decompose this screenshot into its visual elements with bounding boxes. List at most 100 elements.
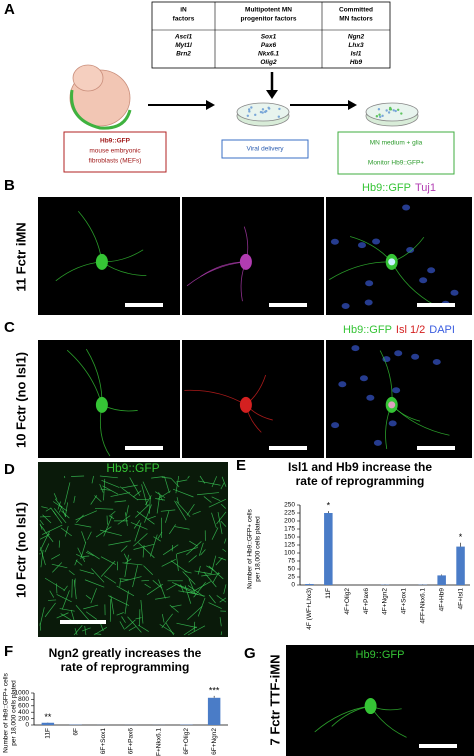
neurite bbox=[110, 510, 116, 516]
neurite bbox=[176, 501, 191, 517]
neurite bbox=[197, 565, 201, 575]
neurite bbox=[83, 604, 99, 610]
soma bbox=[364, 698, 377, 715]
y-axis-label: per 18,000 cells plated bbox=[255, 516, 262, 582]
x-tick-label: 6F+Sox1 bbox=[100, 728, 107, 755]
panel-letter: C bbox=[4, 319, 15, 336]
micrograph bbox=[182, 197, 324, 315]
neurite bbox=[52, 501, 68, 512]
bar bbox=[437, 575, 446, 585]
neurite bbox=[103, 515, 113, 537]
nucleus bbox=[394, 350, 403, 357]
neurite bbox=[155, 596, 171, 600]
chart-title: rate of reprogramming bbox=[61, 660, 190, 674]
neurite bbox=[51, 563, 68, 569]
neurite bbox=[86, 550, 100, 560]
neurite bbox=[73, 579, 77, 600]
bar bbox=[324, 513, 333, 585]
neurite bbox=[174, 500, 187, 521]
y-tick-label: 200 bbox=[18, 715, 29, 722]
y-tick-label: 25 bbox=[288, 574, 296, 581]
neurite bbox=[126, 505, 129, 516]
neurite bbox=[61, 590, 70, 610]
neurite bbox=[53, 508, 67, 524]
neurite bbox=[73, 495, 76, 504]
channel-name: Hb9::GFP bbox=[106, 461, 159, 475]
nucleus bbox=[402, 204, 411, 211]
neurite bbox=[53, 493, 58, 500]
neurite bbox=[114, 500, 127, 503]
micrograph bbox=[38, 340, 180, 458]
neurite bbox=[59, 608, 75, 612]
neurite bbox=[220, 631, 223, 636]
table-header: MN factors bbox=[339, 16, 373, 23]
neurite bbox=[93, 626, 108, 636]
embryo-gfp bbox=[70, 89, 132, 130]
micrograph bbox=[326, 197, 472, 315]
x-tick-label: 11F bbox=[45, 728, 52, 739]
neurite bbox=[138, 624, 149, 632]
neurite bbox=[39, 523, 43, 530]
cell-dot bbox=[378, 113, 381, 116]
neurite bbox=[187, 585, 204, 597]
nuclear-stain bbox=[388, 258, 396, 266]
cell-dot bbox=[277, 115, 281, 118]
neurite bbox=[42, 514, 52, 524]
neurite bbox=[108, 540, 131, 546]
cell-dot bbox=[278, 107, 281, 111]
neurite bbox=[164, 476, 170, 493]
neurite bbox=[124, 554, 129, 578]
nucleus bbox=[388, 420, 397, 427]
neurite bbox=[85, 594, 92, 600]
nucleus bbox=[331, 422, 340, 429]
neurite bbox=[119, 621, 125, 630]
neurite bbox=[74, 559, 78, 566]
y-tick-label: 0 bbox=[25, 722, 29, 729]
scale-bar bbox=[60, 620, 106, 624]
neurite bbox=[85, 551, 94, 556]
neurite bbox=[190, 581, 211, 594]
panel-letter: A bbox=[4, 1, 15, 18]
nucleus bbox=[330, 238, 339, 245]
cell-dot bbox=[263, 110, 267, 114]
neurite bbox=[121, 616, 126, 623]
scale-bar bbox=[269, 446, 307, 450]
neurite bbox=[99, 483, 104, 493]
arrow-head bbox=[266, 90, 278, 99]
cell-dot bbox=[387, 111, 391, 114]
neurite bbox=[208, 498, 227, 508]
embryo-head bbox=[72, 64, 104, 92]
neurite bbox=[76, 553, 86, 559]
micrograph bbox=[286, 645, 474, 756]
neurite bbox=[141, 484, 148, 507]
neurite bbox=[193, 621, 196, 632]
gene-name: Ngn2 bbox=[348, 34, 365, 41]
neurite bbox=[192, 510, 201, 515]
cell-dot bbox=[381, 114, 384, 118]
gene-name: Isl1 bbox=[351, 51, 362, 58]
neurite bbox=[176, 622, 198, 628]
scale-bar bbox=[417, 446, 455, 450]
gene-name: Olig2 bbox=[260, 59, 277, 66]
nucleus bbox=[366, 394, 375, 401]
y-tick-label: 250 bbox=[284, 502, 295, 509]
neurite bbox=[165, 622, 175, 636]
gene-name: Lhx3 bbox=[348, 42, 364, 49]
neurite bbox=[176, 547, 198, 555]
table-header: progenitor factors bbox=[241, 16, 297, 23]
neurite bbox=[152, 580, 163, 589]
y-tick-label: 175 bbox=[284, 526, 295, 533]
y-axis-label: Number of Hb9::GFP+ cells bbox=[3, 672, 10, 752]
neurite bbox=[194, 570, 212, 575]
y-tick-label: 1000 bbox=[15, 690, 30, 697]
neurite bbox=[166, 583, 178, 591]
neurite bbox=[75, 510, 98, 521]
gene-name: Ascl1 bbox=[174, 34, 193, 41]
neurite bbox=[76, 514, 84, 523]
neurite bbox=[44, 543, 50, 553]
neurite bbox=[125, 512, 128, 526]
x-tick-label: 4FF+Nkx6.1 bbox=[419, 588, 426, 624]
neurite bbox=[137, 542, 155, 559]
neurite bbox=[81, 627, 91, 632]
